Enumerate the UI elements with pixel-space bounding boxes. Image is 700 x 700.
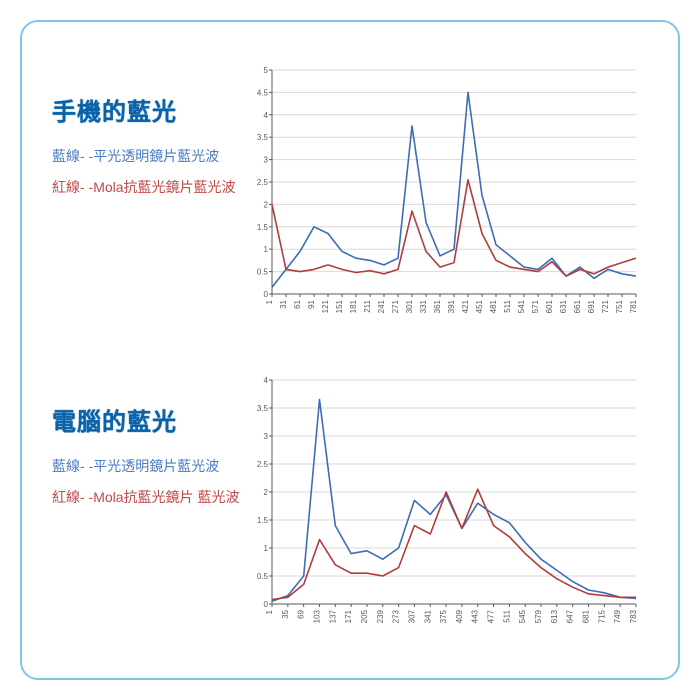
svg-text:4.5: 4.5 xyxy=(257,88,269,97)
svg-text:331: 331 xyxy=(419,299,428,313)
svg-text:783: 783 xyxy=(629,609,638,623)
svg-text:715: 715 xyxy=(597,609,606,623)
svg-text:613: 613 xyxy=(550,609,559,623)
row-phone: 手機的藍光 藍線- -平光透明鏡片藍光波 紅線- -Mola抗藍光鏡片藍光波 0… xyxy=(22,52,678,342)
svg-text:181: 181 xyxy=(349,299,358,313)
svg-text:0.5: 0.5 xyxy=(257,268,269,277)
labels-computer: 電腦的藍光 藍線- -平光透明鏡片藍光波 紅線- -Mola抗藍光鏡片 藍光波 xyxy=(22,362,242,652)
svg-text:341: 341 xyxy=(423,609,432,623)
svg-text:35: 35 xyxy=(281,609,290,618)
svg-text:3: 3 xyxy=(264,432,269,441)
chart-computer-wrap: 0 0.5 1 1.5 2 2.5 3 3.5 4 1 35 69 103 137 171 205 239 273… xyxy=(242,362,678,652)
svg-text:451: 451 xyxy=(475,299,484,313)
title-phone: 手機的藍光 xyxy=(52,92,242,127)
chart-computer: 0 0.5 1 1.5 2 2.5 3 3.5 4 1 35 69 103 137 171 205 239 273… xyxy=(242,372,642,642)
svg-text:4: 4 xyxy=(264,376,269,385)
svg-text:2.5: 2.5 xyxy=(257,460,269,469)
svg-text:205: 205 xyxy=(360,609,369,623)
row-computer: 電腦的藍光 藍線- -平光透明鏡片藍光波 紅線- -Mola抗藍光鏡片 藍光波 … xyxy=(22,362,678,652)
svg-text:1.5: 1.5 xyxy=(257,223,269,232)
svg-text:601: 601 xyxy=(545,299,554,313)
svg-text:0.5: 0.5 xyxy=(257,572,269,581)
svg-text:239: 239 xyxy=(376,609,385,623)
svg-text:541: 541 xyxy=(517,299,526,313)
svg-text:579: 579 xyxy=(534,609,543,623)
svg-text:301: 301 xyxy=(405,299,414,313)
legend-computer-blue: 藍線- -平光透明鏡片藍光波 xyxy=(52,451,242,482)
svg-text:647: 647 xyxy=(566,609,575,623)
svg-text:1: 1 xyxy=(265,299,274,304)
legend-computer-red: 紅線- -Mola抗藍光鏡片 藍光波 xyxy=(52,482,242,513)
svg-text:0: 0 xyxy=(264,600,269,609)
svg-text:1.5: 1.5 xyxy=(257,516,269,525)
svg-text:151: 151 xyxy=(335,299,344,313)
svg-text:103: 103 xyxy=(312,609,321,623)
svg-text:721: 721 xyxy=(601,299,610,313)
svg-text:307: 307 xyxy=(407,609,416,623)
svg-text:511: 511 xyxy=(503,299,512,312)
svg-text:2.5: 2.5 xyxy=(257,178,269,187)
svg-text:0: 0 xyxy=(264,290,269,299)
svg-text:421: 421 xyxy=(461,299,470,313)
svg-text:121: 121 xyxy=(321,299,330,313)
svg-text:681: 681 xyxy=(582,609,591,623)
svg-text:3.5: 3.5 xyxy=(257,404,269,413)
chart-phone: 0 0.5 1 1.5 2 2.5 3 3.5 4 4.5 5 1 31 61 91 121 151 181 211… xyxy=(242,62,642,332)
svg-text:5: 5 xyxy=(264,66,269,75)
svg-text:781: 781 xyxy=(629,299,638,313)
svg-text:241: 241 xyxy=(377,299,386,313)
svg-text:69: 69 xyxy=(297,609,306,618)
svg-text:271: 271 xyxy=(391,299,400,313)
svg-text:481: 481 xyxy=(489,299,498,313)
svg-text:91: 91 xyxy=(307,299,316,308)
svg-text:691: 691 xyxy=(587,299,596,313)
chart-phone-wrap: 0 0.5 1 1.5 2 2.5 3 3.5 4 4.5 5 1 31 61 91 121 151 181 211… xyxy=(242,52,678,342)
svg-text:61: 61 xyxy=(293,299,302,308)
svg-text:391: 391 xyxy=(447,299,456,313)
svg-text:137: 137 xyxy=(328,609,337,623)
svg-text:1: 1 xyxy=(265,609,274,614)
svg-text:511: 511 xyxy=(502,609,511,622)
legend-phone-blue: 藍線- -平光透明鏡片藍光波 xyxy=(52,141,242,172)
svg-text:443: 443 xyxy=(471,609,480,623)
svg-text:4: 4 xyxy=(264,111,269,120)
title-computer: 電腦的藍光 xyxy=(52,402,242,437)
svg-text:2: 2 xyxy=(264,488,269,497)
svg-text:273: 273 xyxy=(392,609,401,623)
svg-text:1: 1 xyxy=(264,245,269,254)
svg-text:211: 211 xyxy=(363,299,372,312)
svg-text:545: 545 xyxy=(518,609,527,623)
svg-text:3.5: 3.5 xyxy=(257,133,269,142)
legend-phone-red: 紅線- -Mola抗藍光鏡片藍光波 xyxy=(52,172,242,203)
svg-text:2: 2 xyxy=(264,200,269,209)
svg-text:751: 751 xyxy=(615,299,624,313)
svg-text:171: 171 xyxy=(344,609,353,623)
labels-phone: 手機的藍光 藍線- -平光透明鏡片藍光波 紅線- -Mola抗藍光鏡片藍光波 xyxy=(22,52,242,342)
svg-text:1: 1 xyxy=(264,544,269,553)
svg-text:31: 31 xyxy=(279,299,288,308)
svg-text:571: 571 xyxy=(531,299,540,313)
svg-text:749: 749 xyxy=(613,609,622,623)
svg-text:3: 3 xyxy=(264,156,269,165)
svg-text:361: 361 xyxy=(433,299,442,313)
panel-card: 手機的藍光 藍線- -平光透明鏡片藍光波 紅線- -Mola抗藍光鏡片藍光波 0… xyxy=(20,20,680,680)
svg-text:661: 661 xyxy=(573,299,582,313)
svg-text:477: 477 xyxy=(487,609,496,623)
svg-text:409: 409 xyxy=(455,609,464,623)
svg-text:375: 375 xyxy=(439,609,448,623)
svg-text:631: 631 xyxy=(559,299,568,313)
